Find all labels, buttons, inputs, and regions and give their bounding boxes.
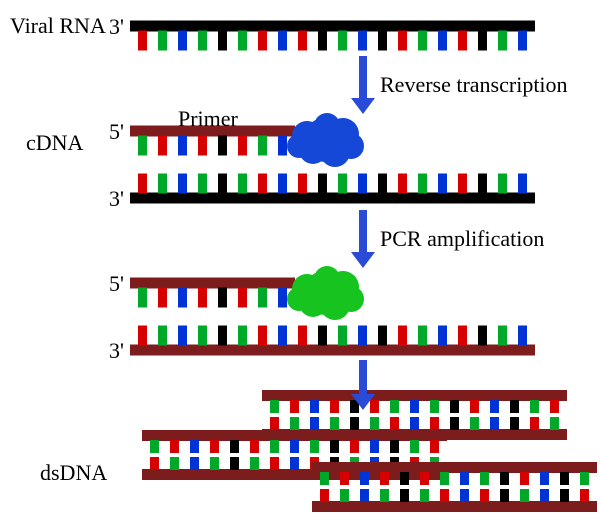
label-viral-rna: Viral RNA xyxy=(10,13,106,38)
label-cdna: cDNA xyxy=(26,130,84,155)
strand-end-label: 3' xyxy=(109,14,124,39)
strand-end-label: 5' xyxy=(109,119,124,144)
label-process-pcr: PCR amplification xyxy=(380,226,544,251)
label-dsdna: dsDNA xyxy=(40,460,107,485)
strand-end-label: 5' xyxy=(109,271,124,296)
strand-end-label: 3' xyxy=(109,186,124,211)
enzyme-blob xyxy=(287,113,364,167)
strand-end-label: 3' xyxy=(109,338,124,363)
enzyme-blob xyxy=(287,266,364,320)
label-primer: Primer xyxy=(178,106,239,131)
label-process-rt: Reverse transcription xyxy=(380,72,568,97)
